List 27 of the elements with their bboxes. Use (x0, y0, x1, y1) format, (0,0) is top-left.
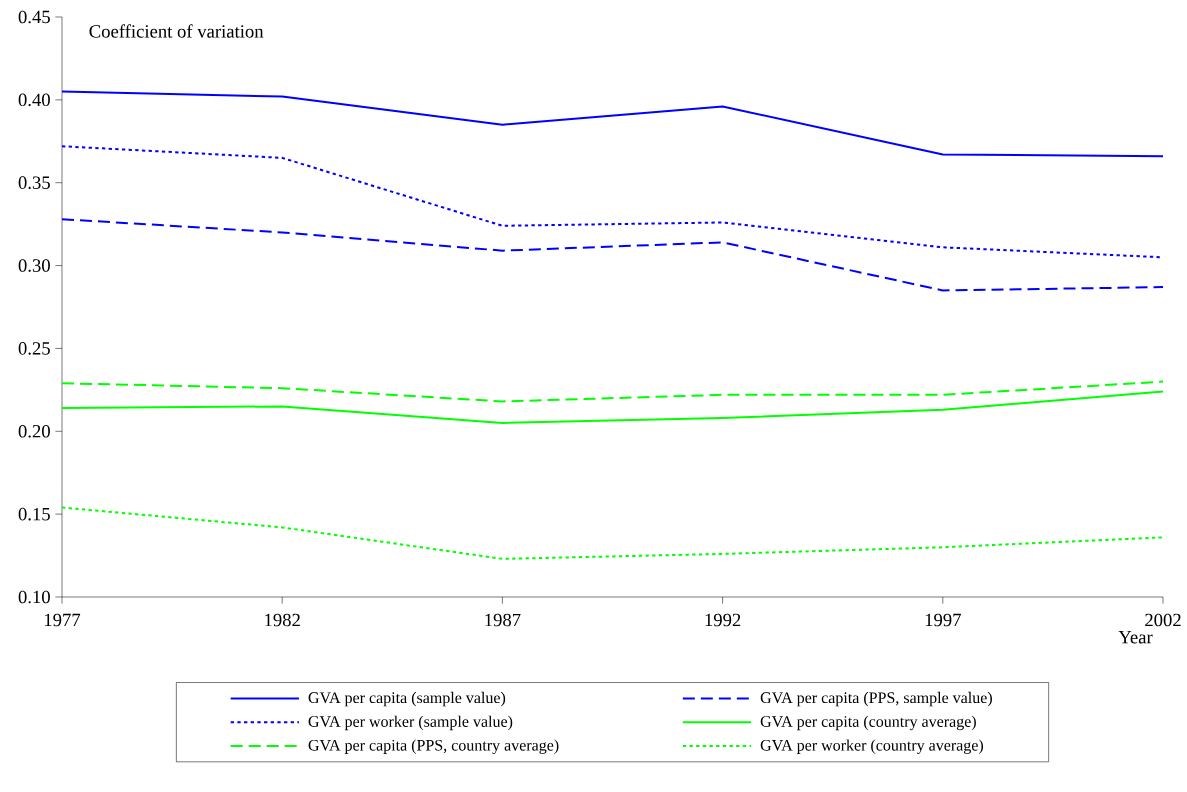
legend-label: GVA per capita (sample value) (308, 691, 506, 707)
legend-label: GVA per worker (country average) (760, 739, 984, 754)
legend-label: GVA per capita (PPS, sample value) (760, 691, 992, 707)
x-tick-label: 1997 (925, 613, 961, 627)
x-tick-label: 1977 (44, 613, 81, 627)
line-series (61, 218, 1165, 292)
x-tick-label: 1992 (705, 613, 741, 627)
x-tick-label: 1982 (265, 613, 300, 627)
y-axis-title: Coefficient of variation (89, 24, 264, 38)
y-tick-label: 0.45 (18, 10, 50, 24)
y-tick-label: 0.20 (18, 424, 50, 438)
legend-label: GVA per capita (PPS, country average) (308, 739, 559, 754)
legend-label: GVA per capita (country average) (760, 715, 976, 731)
y-tick-label: 0.40 (18, 93, 50, 107)
x-axis-title: Year (1118, 631, 1153, 644)
y-tick-label: 0.25 (18, 342, 50, 355)
y-tick-label: 0.30 (18, 259, 50, 272)
line-series (61, 380, 1165, 403)
y-tick-label: 0.35 (18, 176, 50, 190)
line-series (61, 90, 1165, 158)
x-tick-label: 2002 (1145, 613, 1181, 627)
y-tick-label: 0.15 (18, 507, 50, 521)
line-series (61, 390, 1165, 424)
line-series (61, 506, 1165, 560)
y-tick-label: 0.10 (18, 590, 50, 604)
x-tick-label: 1987 (485, 613, 521, 627)
legend-label: GVA per worker (sample value) (308, 715, 513, 731)
